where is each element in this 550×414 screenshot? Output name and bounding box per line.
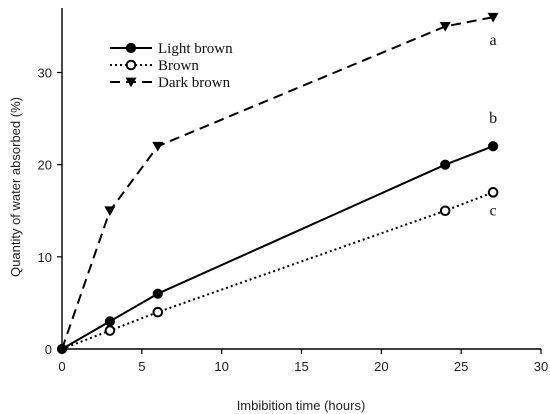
data-point [104, 206, 116, 216]
annotation-label: b [489, 110, 497, 127]
annotation-label: a [490, 32, 497, 49]
y-tick-label: 20 [38, 158, 52, 173]
series-line [61, 191, 494, 350]
x-tick-label: 25 [454, 359, 468, 374]
series-line [61, 145, 494, 350]
data-point [152, 306, 164, 318]
series-brown [61, 187, 499, 350]
data-point [440, 159, 451, 170]
data-point [439, 22, 451, 32]
legend-swatch-marker [125, 59, 137, 71]
data-point [152, 288, 163, 299]
y-tick-label: 0 [45, 342, 52, 357]
legend-item: Light brown [110, 41, 233, 57]
x-tick-label: 20 [374, 359, 388, 374]
data-point [104, 325, 116, 336]
x-tick-label: 0 [58, 359, 65, 374]
legend-swatch-marker [125, 77, 137, 88]
data-point [152, 141, 164, 152]
x-axis-title: Imbibition time (hours) [237, 398, 366, 413]
annotations: a b c [489, 32, 497, 220]
series-layer [56, 12, 499, 355]
series-dark-brown [61, 12, 499, 350]
legend-item: Dark brown [110, 75, 231, 91]
data-point [487, 187, 499, 198]
legend-label: Brown [158, 58, 199, 74]
annotation-label: c [490, 202, 497, 219]
legend-label: Dark brown [158, 75, 231, 91]
series-light-brown [56, 141, 499, 355]
axes [61, 8, 541, 350]
legend-label: Light brown [158, 41, 233, 57]
x-tick-label: 15 [294, 359, 308, 374]
y-tick-label: 30 [38, 66, 52, 81]
x-tick-label: 30 [534, 359, 548, 374]
data-point [104, 316, 116, 327]
y-axis-title: Quantity of water absorbed (%) [8, 97, 23, 277]
x-ticks: 0 5 10 15 20 25 30 [58, 349, 548, 374]
legend-swatch-marker [125, 42, 137, 54]
data-point [439, 205, 451, 217]
y-ticks: 0 10 20 30 [38, 66, 62, 357]
legend-item: Brown [110, 58, 199, 74]
data-point [488, 141, 499, 152]
x-tick-label: 5 [138, 359, 145, 374]
data-point [487, 12, 499, 23]
y-tick-label: 10 [38, 250, 52, 265]
x-tick-label: 10 [214, 359, 228, 374]
